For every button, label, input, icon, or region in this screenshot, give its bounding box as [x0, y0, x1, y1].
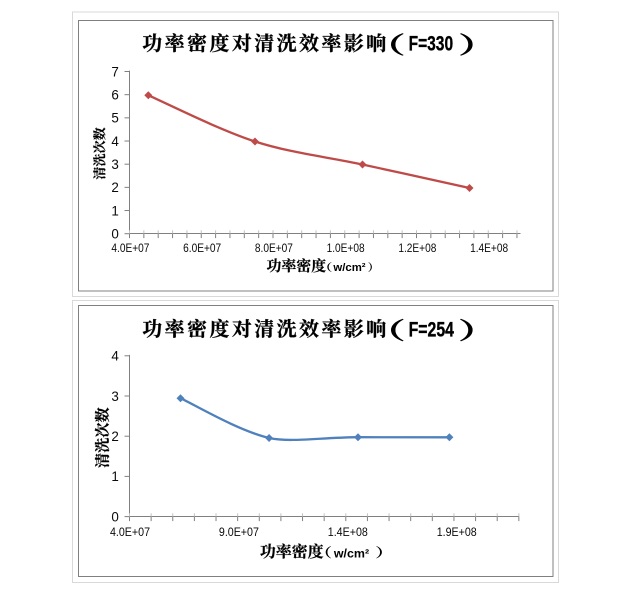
svg-text:F=330: F=330 [409, 33, 454, 56]
svg-text:2: 2 [111, 429, 118, 444]
svg-text:1: 1 [111, 469, 118, 484]
svg-text:1.0E+08: 1.0E+08 [327, 241, 365, 255]
svg-text:1.9E+08: 1.9E+08 [437, 525, 477, 539]
svg-text:w/cm²: w/cm² [332, 262, 365, 274]
svg-text:4.0E+07: 4.0E+07 [111, 241, 149, 255]
svg-text:7: 7 [111, 64, 118, 79]
svg-text:1.4E+08: 1.4E+08 [470, 241, 508, 255]
svg-text:1.2E+08: 1.2E+08 [398, 241, 436, 255]
svg-text:3: 3 [111, 389, 118, 404]
svg-text:4.0E+07: 4.0E+07 [110, 525, 150, 539]
svg-text:8.0E+07: 8.0E+07 [255, 241, 293, 255]
svg-text:6.0E+07: 6.0E+07 [183, 241, 221, 255]
svg-text:4: 4 [111, 134, 119, 149]
svg-text:5: 5 [111, 111, 118, 126]
svg-text:6: 6 [111, 87, 118, 102]
svg-text:0: 0 [111, 509, 118, 524]
svg-text:1: 1 [111, 203, 118, 218]
svg-text:9.0E+07: 9.0E+07 [219, 525, 259, 539]
svg-text:w/cm²: w/cm² [333, 546, 369, 560]
svg-text:F=254: F=254 [409, 318, 455, 341]
svg-text:4: 4 [111, 349, 119, 364]
svg-text:0: 0 [111, 227, 118, 242]
svg-text:2: 2 [111, 180, 118, 195]
svg-text:3: 3 [111, 157, 118, 172]
svg-text:1.4E+08: 1.4E+08 [328, 525, 368, 539]
